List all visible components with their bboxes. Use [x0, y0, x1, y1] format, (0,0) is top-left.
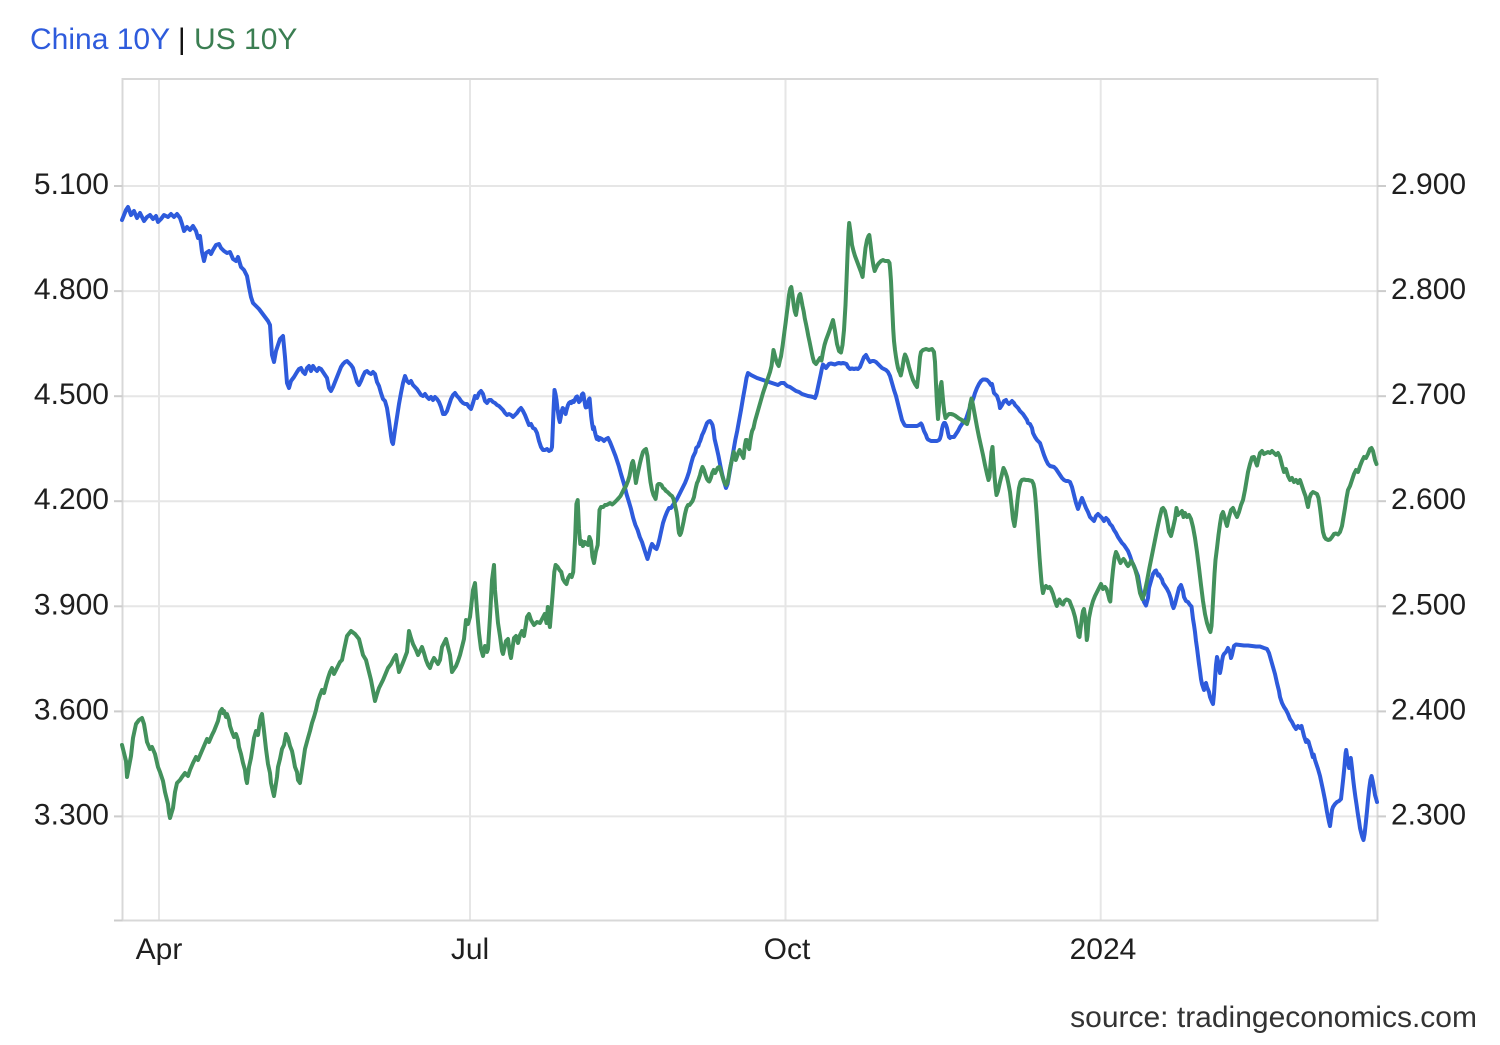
svg-text:2.800: 2.800 [1391, 273, 1466, 306]
svg-text:2024: 2024 [1070, 933, 1137, 966]
svg-text:3.600: 3.600 [34, 693, 109, 726]
svg-text:4.800: 4.800 [34, 273, 109, 306]
svg-text:5.100: 5.100 [34, 168, 109, 201]
svg-text:2.900: 2.900 [1391, 168, 1466, 201]
svg-text:2.500: 2.500 [1391, 588, 1466, 621]
svg-text:2.400: 2.400 [1391, 693, 1466, 726]
svg-text:2.600: 2.600 [1391, 483, 1466, 516]
svg-text:Apr: Apr [136, 933, 183, 966]
svg-text:3.900: 3.900 [34, 588, 109, 621]
svg-text:3.300: 3.300 [34, 798, 109, 831]
svg-text:2.700: 2.700 [1391, 378, 1466, 411]
svg-text:source: tradingeconomics.com: source: tradingeconomics.com [1070, 1001, 1477, 1034]
svg-text:China 10Y | US 10Y: China 10Y | US 10Y [30, 23, 297, 56]
svg-text:Oct: Oct [764, 933, 811, 966]
svg-text:4.200: 4.200 [34, 483, 109, 516]
svg-text:Jul: Jul [451, 933, 489, 966]
svg-text:4.500: 4.500 [34, 378, 109, 411]
svg-text:2.300: 2.300 [1391, 798, 1466, 831]
